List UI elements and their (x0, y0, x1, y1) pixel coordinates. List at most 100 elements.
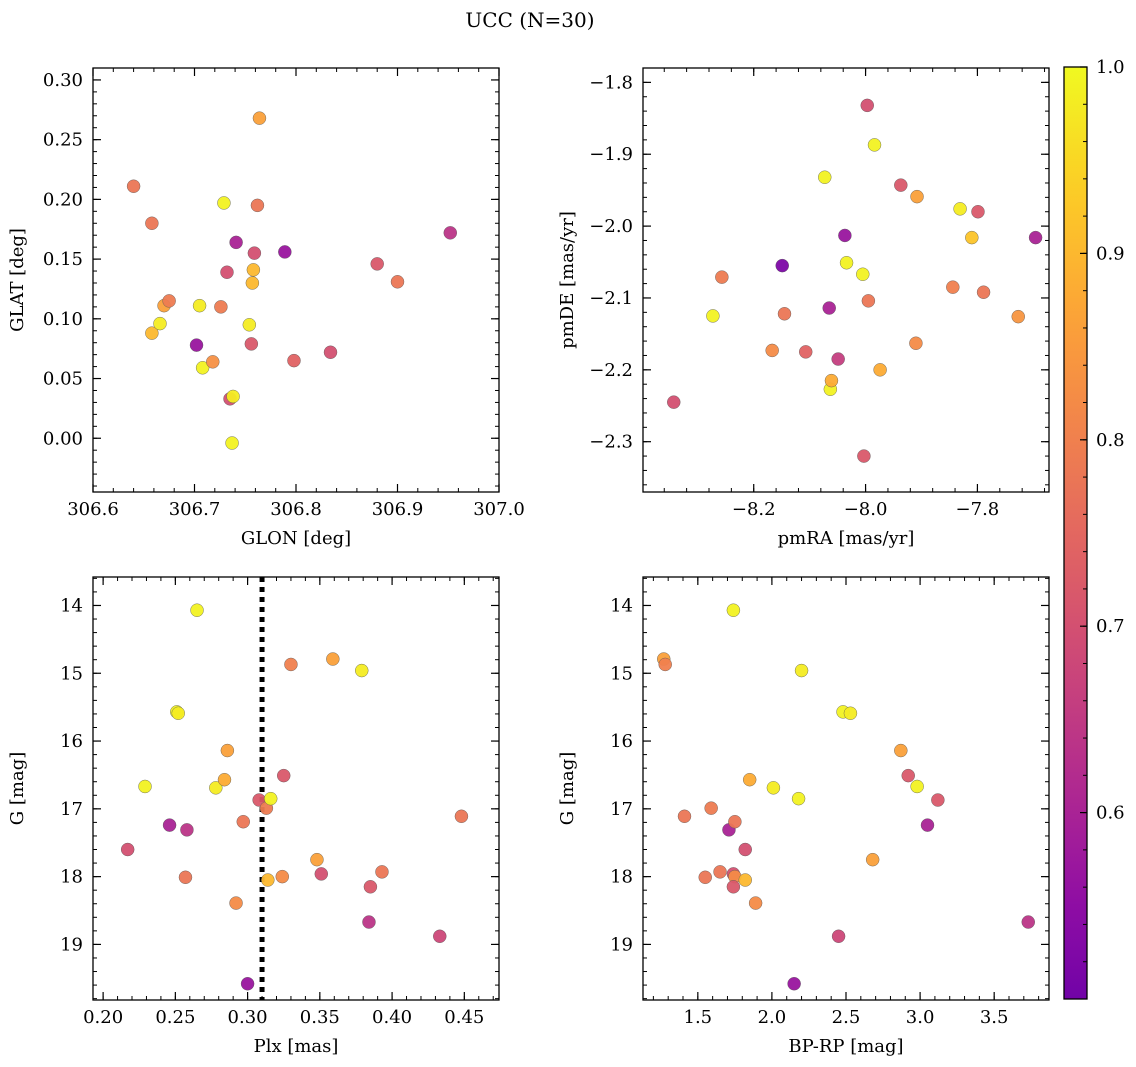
y-axis-label: pmDE [mas/yr] (557, 211, 578, 349)
y-tick-label: 0.05 (43, 369, 83, 390)
data-point (195, 361, 210, 375)
data-point (189, 338, 204, 352)
y-tick-label: −2.3 (589, 432, 633, 453)
x-tick-label: 3.0 (906, 1007, 935, 1028)
data-point (860, 98, 874, 113)
data-point (355, 663, 369, 678)
x-tick-label: 1.5 (684, 1007, 713, 1028)
data-point (326, 652, 340, 666)
data-point (454, 809, 469, 823)
data-point (220, 743, 235, 758)
data-point (713, 865, 727, 879)
y-tick-label: 0.20 (43, 189, 83, 210)
data-point (775, 258, 789, 273)
data-point (1028, 230, 1043, 245)
data-point (244, 337, 259, 351)
data-point (443, 226, 457, 240)
data-point (843, 706, 858, 720)
data-point (275, 869, 289, 884)
data-point (894, 178, 908, 192)
data-point (246, 263, 261, 277)
y-tick-label: 16 (60, 731, 83, 752)
data-point (323, 345, 338, 359)
data-point (363, 880, 378, 894)
data-point (171, 706, 185, 720)
axes-frame (92, 576, 500, 1001)
data-point (765, 343, 779, 358)
y-tick-label: 17 (60, 799, 83, 820)
x-tick-label: 3.5 (980, 1007, 1009, 1028)
data-point (278, 245, 292, 259)
x-tick-label: 0.20 (83, 1007, 123, 1028)
data-point (865, 852, 880, 867)
y-tick-label: −2.1 (589, 288, 633, 309)
panel-plx-g: 0.20 0.25 0.30 0.35 0.40 0.45 14 15 16 17 18 19 Plx … (7, 576, 500, 1057)
data-point (726, 603, 741, 617)
data-point (236, 815, 250, 829)
data-point (658, 657, 672, 672)
data-point (856, 267, 870, 281)
data-point (920, 818, 935, 832)
y-axis-label: G [mag] (557, 752, 578, 825)
data-point (120, 842, 135, 857)
panel-pmra-pmde: −8.2 −8.0 −7.8 −2.3 −2.2 −2.1 −2.0 −1.9 −1.8 pmRA… (557, 67, 1050, 549)
x-tick-label: −8.2 (732, 499, 776, 520)
data-point (867, 138, 882, 152)
data-point (909, 336, 923, 350)
data-point (839, 256, 854, 270)
colorbar: 0.6 0.7 0.8 0.9 1.0 (1063, 57, 1125, 1000)
data-point (873, 363, 887, 377)
figure-title: UCC (N=30) (465, 8, 594, 32)
data-point (126, 179, 141, 193)
data-point (284, 657, 298, 672)
data-point (766, 781, 781, 795)
data-point (818, 170, 832, 184)
x-tick-label: 2.0 (758, 1007, 787, 1028)
y-tick-label: 14 (610, 595, 633, 616)
data-point (965, 230, 979, 245)
data-point (728, 815, 742, 829)
data-point (264, 791, 278, 806)
data-point (252, 111, 267, 125)
data-point (824, 373, 839, 388)
data-point (738, 842, 752, 857)
x-tick-label: 0.40 (372, 1007, 412, 1028)
y-tick-label: 18 (60, 867, 83, 888)
y-axis-label: GLAT [deg] (7, 228, 28, 332)
data-point (229, 235, 243, 250)
data-point (667, 395, 681, 409)
x-tick-label: −7.8 (956, 499, 1000, 520)
data-point (375, 865, 389, 879)
data-point (742, 772, 757, 787)
data-point (831, 929, 846, 943)
y-tick-label: 0.25 (43, 130, 83, 151)
data-point (287, 353, 301, 368)
data-point (362, 915, 376, 929)
y-tick-label: 19 (610, 934, 633, 955)
y-tick-label: 19 (60, 934, 83, 955)
x-tick-label: 307.0 (473, 499, 525, 520)
data-point (777, 307, 792, 321)
data-point (214, 300, 228, 314)
data-point (831, 352, 845, 366)
data-point (162, 294, 176, 308)
data-point (240, 977, 255, 991)
data-point (433, 929, 447, 943)
x-tick-label: 0.25 (155, 1007, 195, 1028)
x-tick-label: 306.6 (67, 499, 119, 520)
x-tick-label: 306.9 (372, 499, 424, 520)
data-point (192, 298, 207, 313)
colorbar-tick-label: 0.6 (1096, 803, 1125, 824)
x-axis-label: Plx [mas] (254, 1036, 339, 1057)
y-tick-label: 18 (610, 867, 633, 888)
y-tick-label: 0.00 (43, 428, 83, 449)
data-point (242, 318, 257, 332)
y-tick-label: −1.9 (589, 144, 633, 165)
x-tick-label: 306.8 (270, 499, 322, 520)
colorbar-tick-label: 1.0 (1096, 57, 1125, 78)
data-point (976, 285, 991, 299)
data-point (715, 270, 729, 284)
data-point (162, 818, 177, 832)
data-point (190, 603, 204, 617)
